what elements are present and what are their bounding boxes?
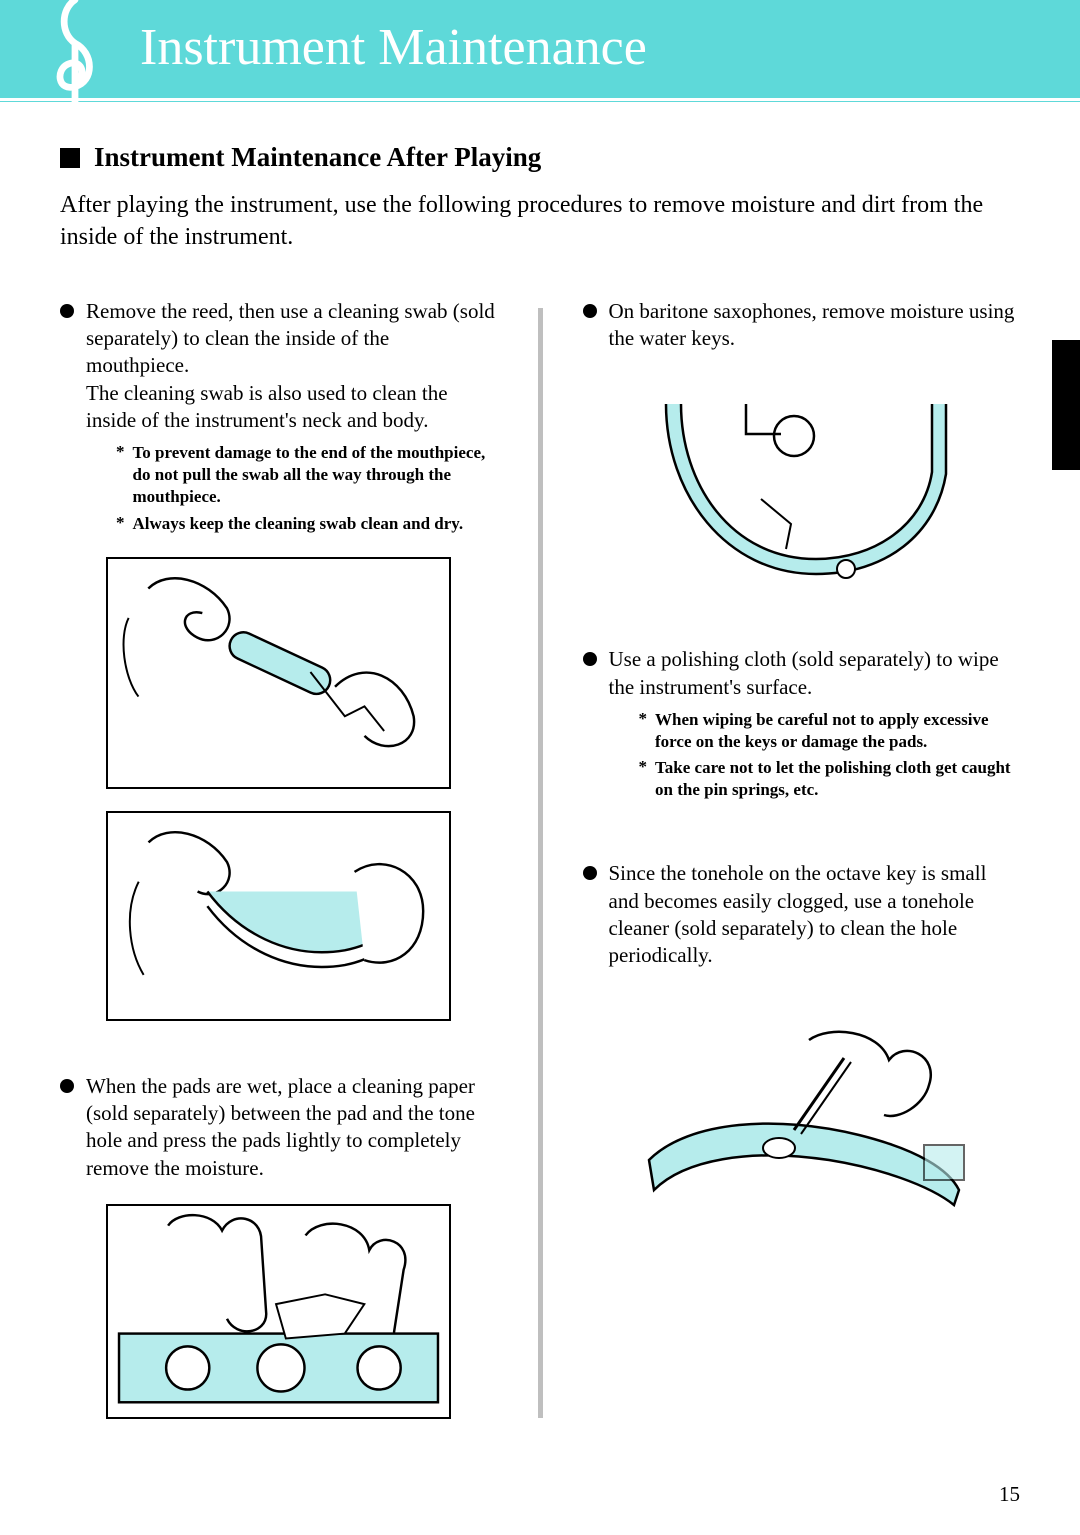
bullet-item: Since the tonehole on the octave key is … (583, 860, 1021, 969)
illustration-water-keys (636, 374, 966, 594)
section-intro: After playing the instrument, use the fo… (60, 189, 1020, 254)
bullet-item: When the pads are wet, place a cleaning … (60, 1073, 498, 1182)
note-item: * Always keep the cleaning swab clean an… (116, 513, 498, 535)
page-number: 15 (999, 1482, 1020, 1507)
asterisk-icon: * (639, 757, 648, 777)
illustration-swab-neck (106, 811, 451, 1021)
note-item: * To prevent damage to the end of the mo… (116, 442, 498, 508)
page-tab-marker (1052, 340, 1080, 470)
asterisk-icon: * (639, 709, 648, 729)
illustration-tonehole-cleaner (629, 1020, 974, 1235)
bullet-dot-icon (583, 866, 597, 880)
bullet-dot-icon (60, 304, 74, 318)
bullet-text: Remove the reed, then use a cleaning swa… (86, 298, 498, 380)
bullet-item: Use a polishing cloth (sold separately) … (583, 646, 1021, 701)
illustration-cleaning-paper (106, 1204, 451, 1419)
note-text: Always keep the cleaning swab clean and … (133, 513, 464, 535)
note-item: * When wiping be careful not to apply ex… (639, 709, 1021, 753)
column-divider (538, 308, 543, 1418)
page-content: Instrument Maintenance After Playing Aft… (0, 102, 1080, 1441)
bullet-item: Remove the reed, then use a cleaning swa… (60, 298, 498, 434)
note-list: * To prevent damage to the end of the mo… (116, 442, 498, 534)
treble-clef-icon (30, 0, 120, 140)
bullet-dot-icon (60, 1079, 74, 1093)
note-list: * When wiping be careful not to apply ex… (639, 709, 1021, 801)
bullet-dot-icon (583, 652, 597, 666)
banner-title: Instrument Maintenance (140, 18, 647, 77)
asterisk-icon: * (116, 513, 125, 533)
note-item: * Take care not to let the polishing clo… (639, 757, 1021, 801)
square-bullet-icon (60, 148, 80, 168)
two-column-layout: Remove the reed, then use a cleaning swa… (60, 298, 1020, 1441)
bullet-item: On baritone saxophones, remove moisture … (583, 298, 1021, 353)
asterisk-icon: * (116, 442, 125, 462)
bullet-text: On baritone saxophones, remove moisture … (609, 298, 1021, 353)
section-header: Instrument Maintenance After Playing (60, 142, 1020, 173)
note-text: Take care not to let the polishing cloth… (655, 757, 1020, 801)
right-column: On baritone saxophones, remove moisture … (583, 298, 1021, 1441)
bullet-dot-icon (583, 304, 597, 318)
section-title: Instrument Maintenance After Playing (94, 142, 541, 173)
page-banner: Instrument Maintenance (0, 0, 1080, 98)
bullet-text: Since the tonehole on the octave key is … (609, 860, 1021, 969)
bullet-text: The cleaning swab is also used to clean … (86, 380, 498, 435)
bullet-text: When the pads are wet, place a cleaning … (86, 1073, 498, 1182)
note-text: To prevent damage to the end of the mout… (133, 442, 498, 508)
left-column: Remove the reed, then use a cleaning swa… (60, 298, 498, 1441)
note-text: When wiping be careful not to apply exce… (655, 709, 1020, 753)
bullet-text: Use a polishing cloth (sold separately) … (609, 646, 1021, 701)
illustration-swab-mouthpiece (106, 557, 451, 789)
